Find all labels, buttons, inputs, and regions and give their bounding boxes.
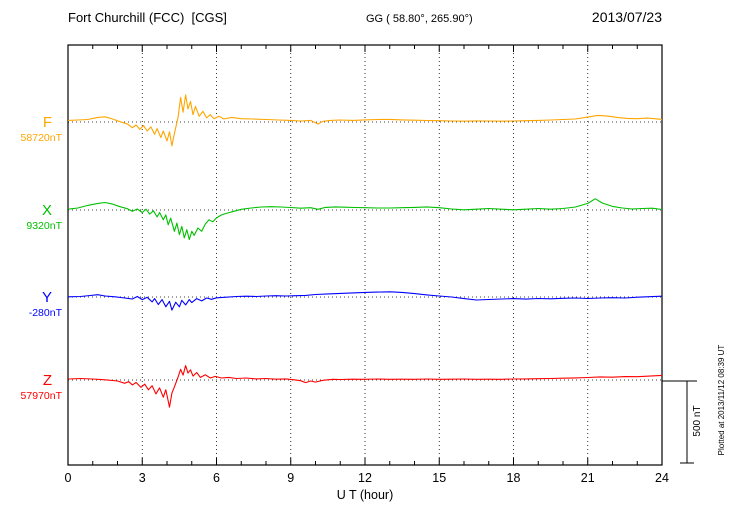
series-base-value-F: 58720nT	[21, 132, 63, 144]
station-title: Fort Churchill (FCC) [CGS]	[68, 10, 227, 25]
series-base-value-Y: -280nT	[29, 307, 63, 319]
series-label-X: X	[42, 202, 52, 219]
series-label-Y: Y	[42, 289, 52, 306]
plot-date: 2013/07/23	[591, 9, 662, 25]
x-tick-label: 15	[432, 471, 446, 485]
x-tick-label: 9	[287, 471, 294, 485]
x-tick-label: 18	[507, 471, 521, 485]
scale-bar-label: 500 nT	[692, 405, 703, 436]
series-base-value-Z: 57970nT	[21, 390, 63, 402]
x-tick-label: 12	[358, 471, 372, 485]
x-axis-title: U T (hour)	[337, 488, 394, 502]
x-tick-label: 0	[65, 471, 72, 485]
x-tick-label: 6	[213, 471, 220, 485]
geographic-coords: GG ( 58.80°, 265.90°)	[366, 13, 473, 25]
series-base-value-X: 9320nT	[26, 220, 62, 232]
plotted-at-note: Plotted at 2013/11/12 08:39 UT	[717, 345, 726, 456]
series-label-Z: Z	[43, 372, 52, 389]
series-label-F: F	[43, 114, 52, 131]
x-tick-label: 21	[581, 471, 595, 485]
x-tick-label: 3	[139, 471, 146, 485]
x-tick-label: 24	[655, 471, 669, 485]
trace-X	[67, 198, 663, 241]
trace-F	[67, 94, 663, 147]
trace-Y	[67, 291, 663, 311]
trace-Z	[67, 365, 663, 408]
